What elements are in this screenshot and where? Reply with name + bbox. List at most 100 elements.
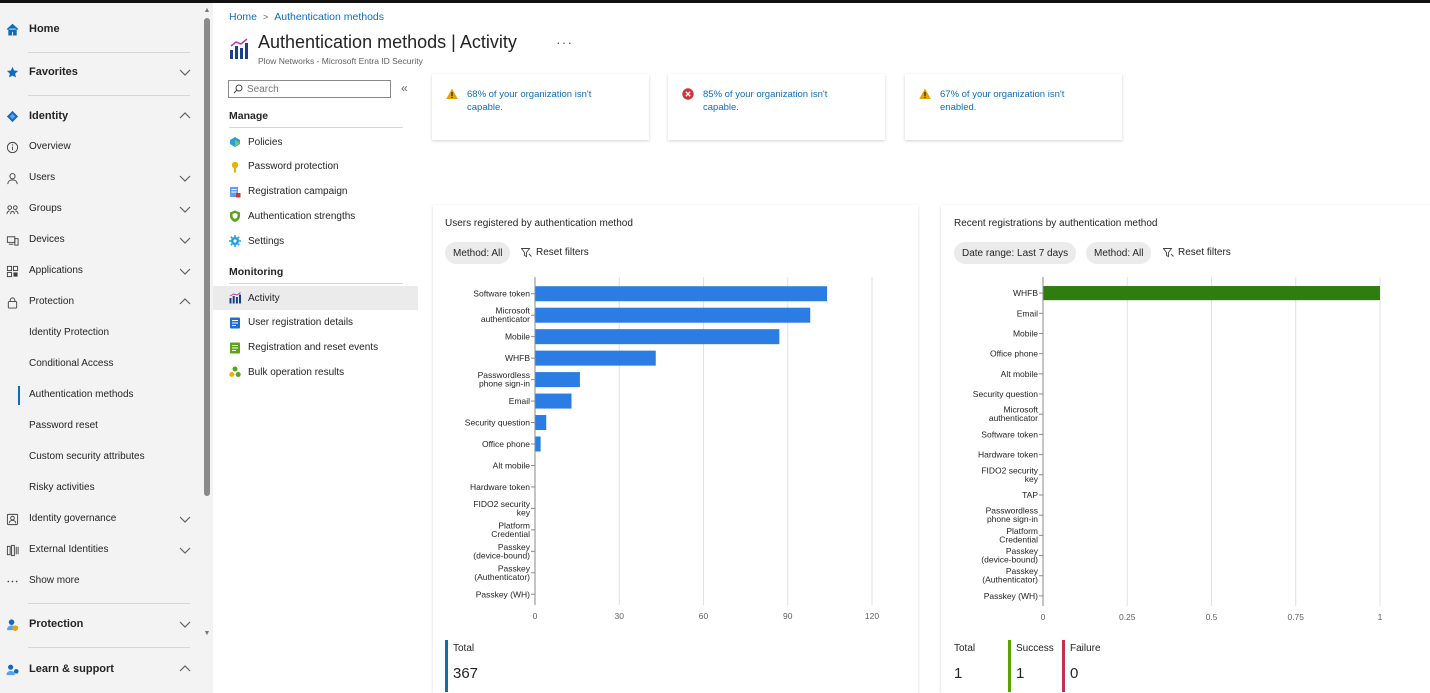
page-title-main: Authentication methods [258,32,447,52]
breadcrumb-home[interactable]: Home [229,11,258,23]
nav-item[interactable]: Authentication methods [0,385,200,405]
nav-item-label: Devices [29,234,65,245]
nav-item[interactable]: Protection [0,292,200,312]
chevron-down-icon[interactable] [178,543,192,557]
nav-item-label: Overview [29,141,71,152]
menu-search[interactable] [228,80,391,98]
panel-title: Recent registrations by authentication m… [954,218,1158,229]
nav-item[interactable]: Protection [0,614,200,634]
nav-item[interactable]: Favorites [0,62,200,82]
bar[interactable] [535,350,656,366]
chevron-up-icon[interactable] [178,295,192,309]
chevron-down-icon[interactable] [178,65,192,79]
method-filter[interactable]: Method: All [445,242,511,264]
user-icon [6,172,18,184]
nav-item[interactable]: Conditional Access [0,354,200,374]
scroll-down-icon[interactable]: ▼ [203,630,211,637]
category-label: Passkey (device-bound) [473,542,530,561]
menu-item[interactable]: Registration campaign [213,180,418,204]
reset-filters-label: Reset filters [536,247,589,258]
menu-item[interactable]: Policies [213,130,418,154]
x-tick-label: 0.5 [1206,612,1218,622]
user-registration-details-icon [230,317,240,329]
reset-filters-button[interactable]: Reset filters [1163,247,1231,258]
nav-item-label: Password reset [29,420,98,431]
warning-link[interactable]: 68% of your organization isn't capable. [467,89,592,113]
bar[interactable] [535,436,541,452]
settings-icon [229,235,241,248]
menu-item[interactable]: Password protection [213,155,418,179]
nav-item[interactable]: Devices [0,230,200,250]
nav-item[interactable]: Applications [0,261,200,281]
chevron-down-icon[interactable] [178,264,192,278]
breadcrumb: Home > Authentication methods [229,11,384,23]
registration-events-icon [230,342,240,354]
bar[interactable] [535,415,547,431]
reset-filters-button[interactable]: Reset filters [521,247,589,258]
scroll-up-icon[interactable]: ▲ [203,7,211,14]
category-label: Mobile [1013,328,1038,338]
x-tick-label: 30 [615,611,625,621]
users-registered-panel: Users registered by authentication metho… [433,205,918,693]
date-range-filter[interactable]: Date range: Last 7 days [954,242,1077,264]
bar[interactable] [535,307,811,323]
chevron-down-icon[interactable] [178,617,192,631]
nav-item[interactable]: Groups [0,199,200,219]
nav-item[interactable]: Risky activities [0,478,200,498]
lock-icon [7,296,17,309]
nav-item[interactable]: Custom security attributes [0,447,200,467]
menu-item[interactable]: Registration and reset events [213,336,418,360]
warning-link[interactable]: 67% of your organization isn't enabled. [940,89,1065,113]
devices-icon [6,235,19,246]
stat-label: Success [1016,643,1054,654]
chevron-down-icon[interactable] [178,202,192,216]
menu-item[interactable]: Authentication strengths [213,204,418,228]
chevron-up-icon[interactable] [178,662,192,676]
category-label: Office phone [990,349,1038,359]
method-filter[interactable]: Method: All [1086,242,1152,264]
bar[interactable] [1043,286,1381,301]
menu-item[interactable]: User registration details [213,311,418,335]
nav-item-label: Identity [29,110,69,122]
search-input[interactable] [247,83,387,95]
collapse-menu-icon[interactable]: « [401,81,408,95]
bar[interactable] [535,329,780,345]
nav-item[interactable]: Show more [0,571,200,591]
more-options-icon[interactable]: ··· [556,34,573,50]
external-icon [6,544,19,556]
category-label: Microsoft authenticator [481,306,531,325]
warning-link[interactable]: 85% of your organization isn't capable. [703,89,828,113]
bar[interactable] [535,286,828,302]
nav-item[interactable]: Identity governance [0,509,200,529]
nav-item-label: Applications [29,265,83,276]
nav-item[interactable]: Overview [0,137,200,157]
nav-scrollbar-thumb[interactable] [204,18,210,496]
nav-item[interactable]: External Identities [0,540,200,560]
menu-item-label: Activity [248,292,280,304]
chevron-up-icon[interactable] [178,109,192,123]
chevron-down-icon[interactable] [178,512,192,526]
nav-item[interactable]: Identity Protection [0,323,200,343]
menu-item[interactable]: Bulk operation results [213,360,418,384]
nav-item[interactable]: Identity [0,106,200,126]
bar[interactable] [535,393,572,409]
x-tick-label: 0 [1041,612,1046,622]
menu-item[interactable]: Settings [213,229,418,253]
auth-strengths-icon [230,210,240,223]
breadcrumb-current[interactable]: Authentication methods [274,11,385,23]
category-label: FIDO2 security key [473,499,530,518]
menu-item[interactable]: Activity [213,286,418,310]
chevron-down-icon[interactable] [178,233,192,247]
nav-divider [28,647,190,648]
chevron-down-icon[interactable] [178,171,192,185]
identity-icon [6,110,18,122]
bar[interactable] [535,372,580,388]
category-label: Office phone [482,439,530,449]
nav-item[interactable]: Users [0,168,200,188]
nav-item[interactable]: Home [0,19,200,39]
nav-item[interactable]: Learn & support [0,659,200,679]
nav-item[interactable]: Password reset [0,416,200,436]
page-title-suffix: | Activity [451,32,517,52]
category-label: Mobile [505,332,530,342]
activity-chart-icon [230,38,248,59]
